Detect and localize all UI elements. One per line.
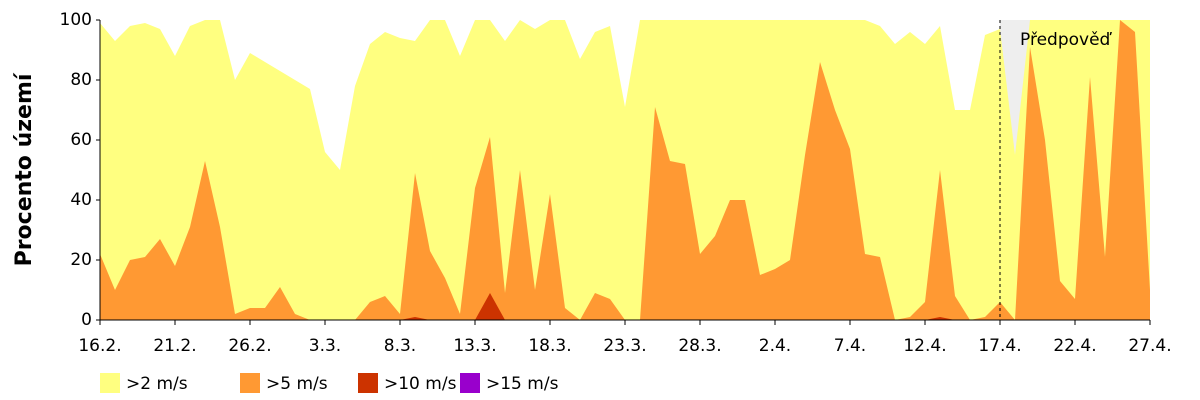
legend-label: >15 m/s <box>486 374 559 394</box>
x-tick-label: 17.4. <box>978 336 1021 356</box>
x-tick-label: 7.4. <box>834 336 866 356</box>
y-tick-label: 80 <box>70 70 92 90</box>
x-tick-label: 23.3. <box>603 336 646 356</box>
legend-label: >10 m/s <box>384 374 457 394</box>
x-tick-label: 18.3. <box>528 336 571 356</box>
y-tick-label: 40 <box>70 190 92 210</box>
x-tick-label: 22.4. <box>1053 336 1096 356</box>
forecast-label: Předpověď <box>1020 30 1113 50</box>
legend-swatch <box>100 373 120 393</box>
x-tick-label: 27.4. <box>1128 336 1171 356</box>
legend-swatch <box>240 373 260 393</box>
y-tick-label: 0 <box>81 310 92 330</box>
legend-swatch <box>358 373 378 393</box>
y-tick-label: 60 <box>70 130 92 150</box>
area <box>100 20 1150 320</box>
area <box>100 20 1150 320</box>
y-tick-label: 20 <box>70 250 92 270</box>
y-tick-label: 100 <box>60 10 92 30</box>
x-tick-label: 16.2. <box>78 336 121 356</box>
x-tick-label: 8.3. <box>384 336 416 356</box>
x-tick-label: 2.4. <box>759 336 791 356</box>
x-tick-label: 12.4. <box>903 336 946 356</box>
y-axis-title: Procento území <box>12 72 37 266</box>
legend-label: >2 m/s <box>126 374 188 394</box>
x-tick-label: 3.3. <box>309 336 341 356</box>
x-tick-label: 28.3. <box>678 336 721 356</box>
x-tick-label: 13.3. <box>453 336 496 356</box>
legend-label: >5 m/s <box>266 374 328 394</box>
x-tick-label: 26.2. <box>228 336 271 356</box>
x-tick-label: 21.2. <box>153 336 196 356</box>
legend-swatch <box>460 373 480 393</box>
